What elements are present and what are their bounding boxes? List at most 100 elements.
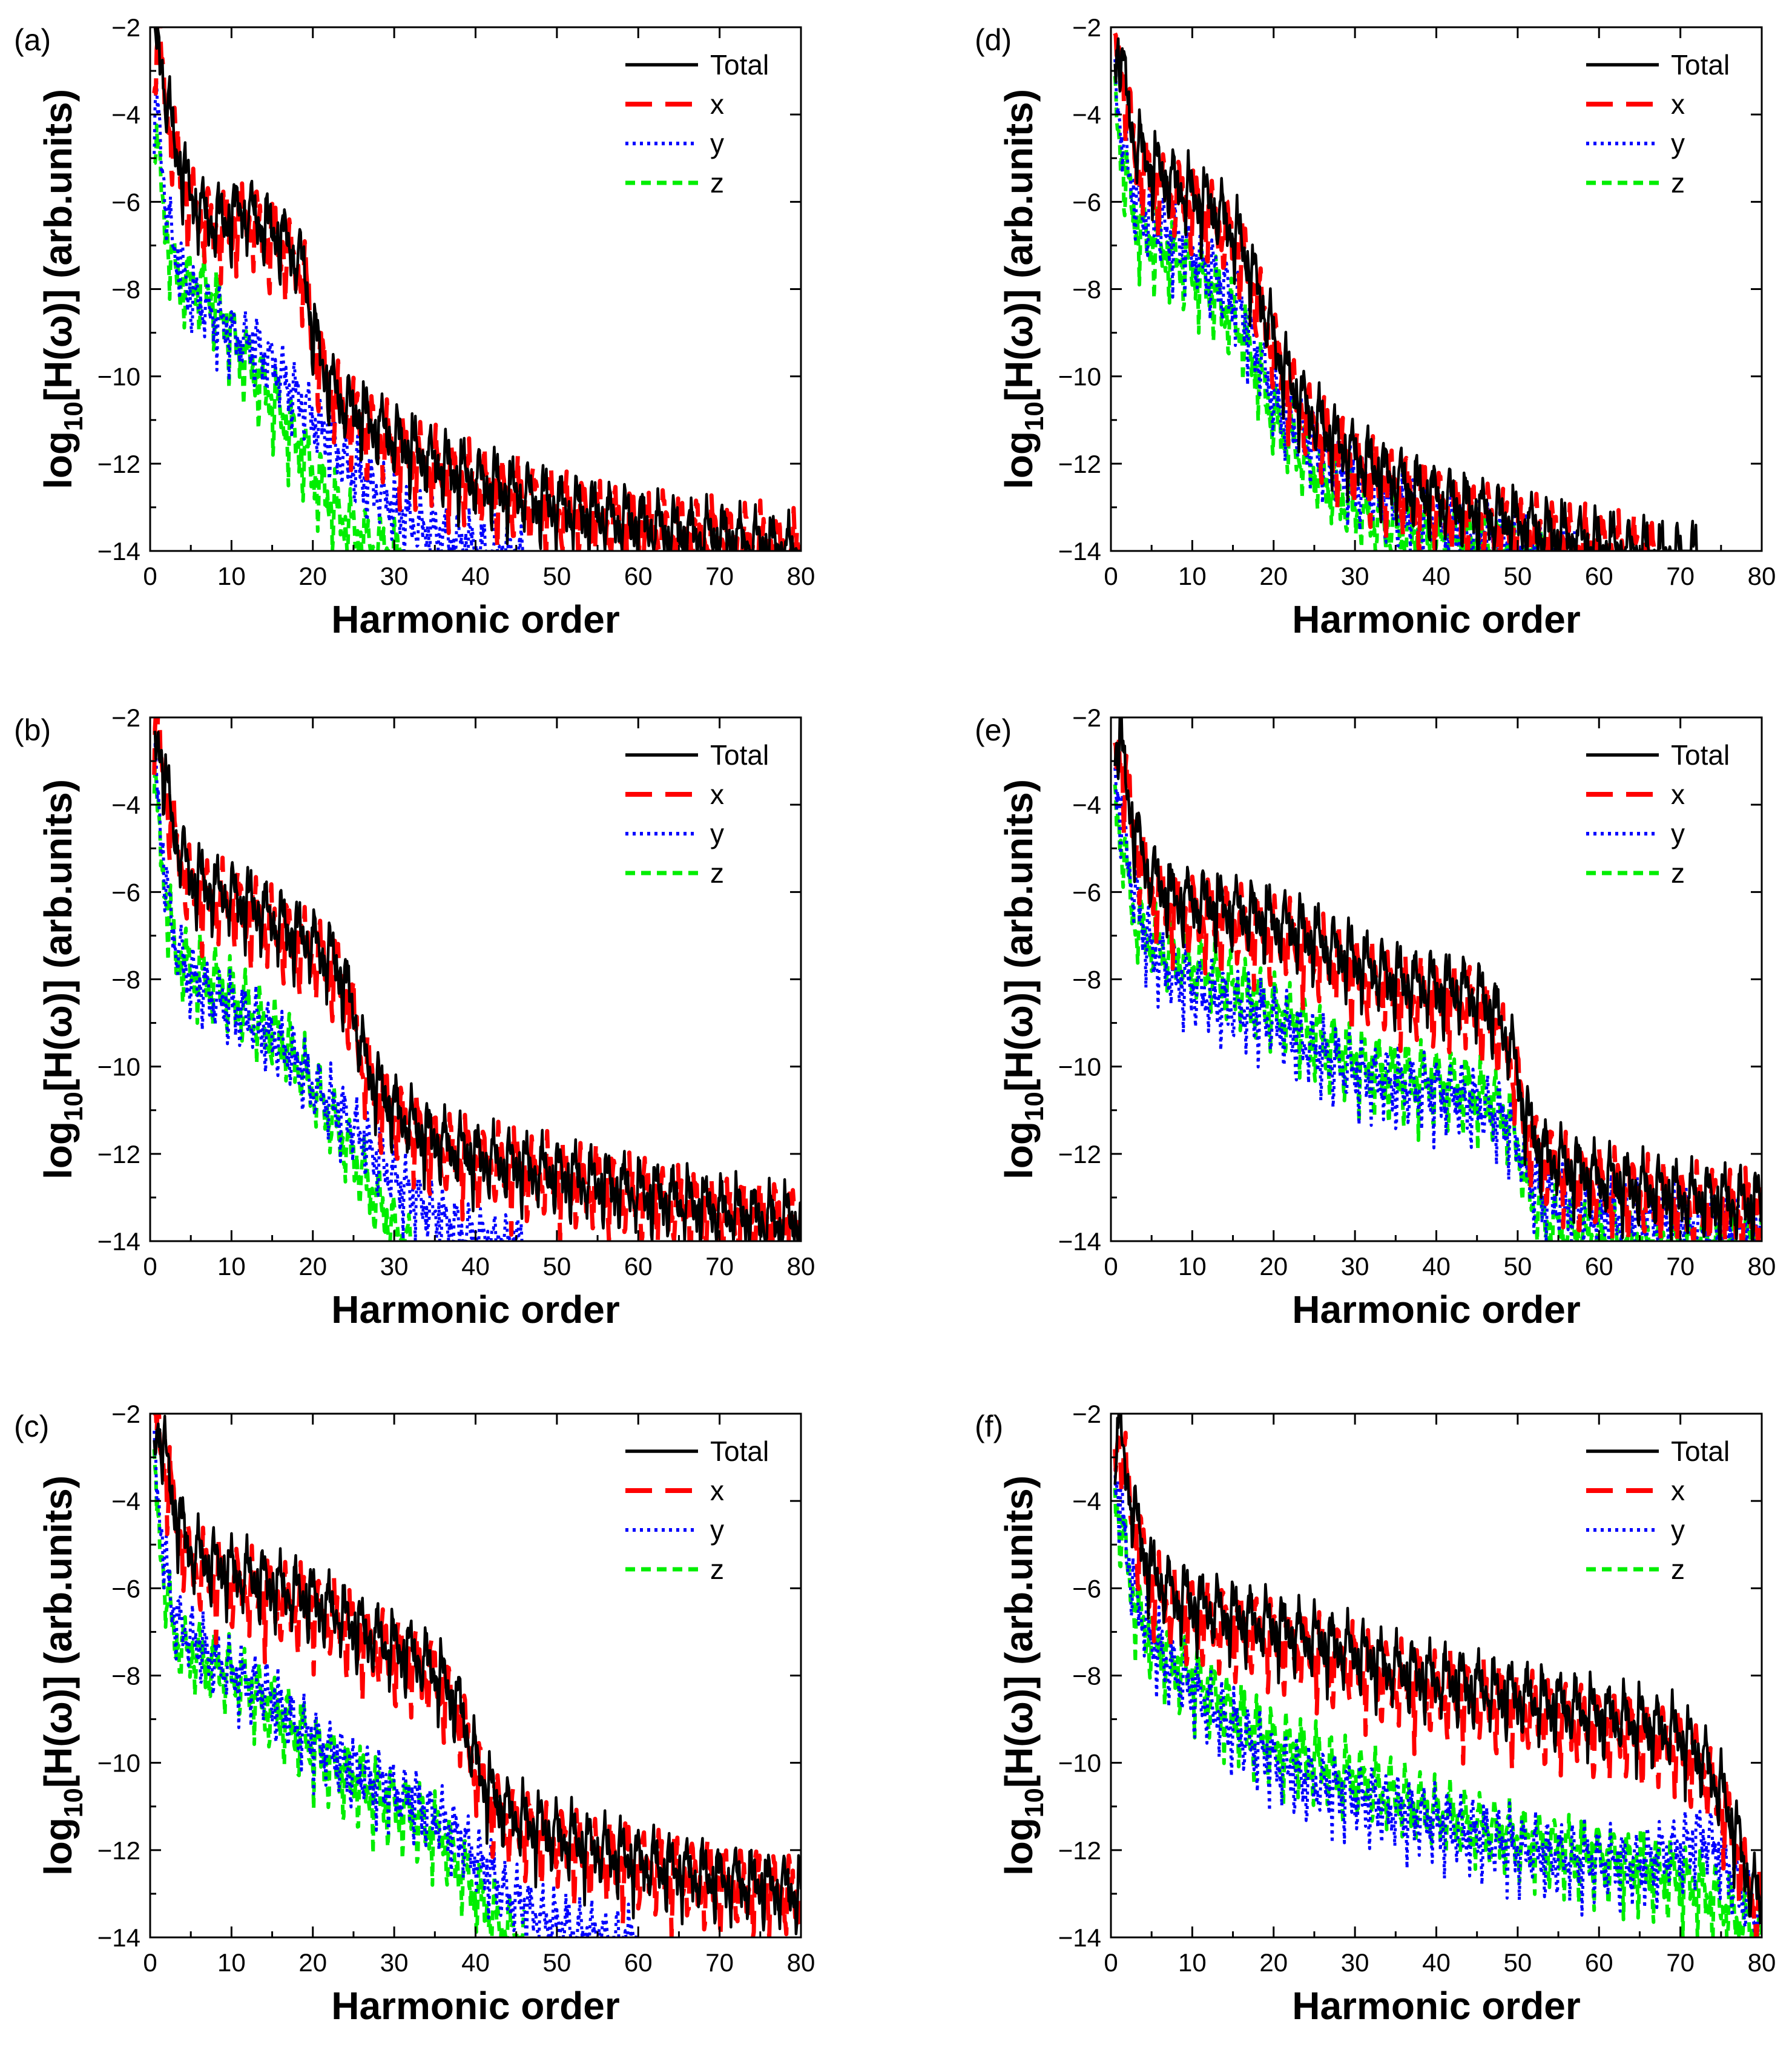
y-axis-title: log10[H(ω)] (arb.units) [997, 89, 1049, 489]
legend: Total xyz [1586, 49, 1730, 199]
y-tick-label: −10 [1058, 363, 1101, 391]
series-line-y [1113, 1468, 1762, 1937]
plot-area [1113, 1414, 1762, 1937]
y-tick-label: −8 [1072, 275, 1101, 304]
y-tick-label: −2 [1072, 704, 1101, 732]
chart-panel-b: 0 10 20 30 40 50 60 70 80 −14 −12 −10 −8 −6 −4 −2 Harmon… [14, 704, 815, 1331]
y-tick-label: −6 [1072, 878, 1101, 906]
x-tick-label: 20 [298, 1252, 327, 1280]
y-axis-title-rest: [H(ω)] (arb.units) [36, 1475, 80, 1788]
y-axis-title-rest: [H(ω)] (arb.units) [36, 89, 80, 401]
x-tick-label: 30 [1341, 1252, 1369, 1280]
y-tick-label: −2 [111, 704, 140, 732]
y-tick-label: −10 [97, 363, 140, 391]
plot-area [152, 1414, 801, 1937]
x-tick-label: 50 [1504, 1948, 1532, 1977]
series-line-y [153, 1431, 639, 1937]
legend-label-z: z [710, 857, 724, 889]
legend-label-total: Total [1671, 739, 1730, 771]
legend-label-y: y [710, 1514, 724, 1546]
legend-label-z: z [710, 1554, 724, 1585]
y-axis-title: log10[H(ω)] (arb.units) [36, 89, 88, 489]
x-tick-label: 80 [787, 562, 815, 590]
y-tick-label: −10 [97, 1053, 140, 1081]
panel-label: (d) [975, 23, 1012, 57]
series-line-z [152, 766, 412, 1241]
x-tick-label: 40 [1422, 1948, 1451, 1977]
y-axis-title-subscript: 10 [1020, 401, 1049, 431]
series-line-total [1113, 37, 1698, 551]
y-tick-label: −10 [1058, 1749, 1101, 1778]
plot-area [152, 27, 801, 551]
y-tick-label: −12 [97, 1836, 140, 1865]
x-tick-label: 0 [143, 562, 157, 590]
y-tick-label: −10 [1058, 1053, 1101, 1081]
legend-label-x: x [710, 1475, 724, 1506]
y-tick-label: −4 [1072, 101, 1101, 129]
y-tick-label: −12 [97, 1140, 140, 1168]
x-axis-title: Harmonic order [331, 598, 620, 641]
legend-label-x: x [1671, 88, 1685, 120]
x-tick-label: 40 [1422, 562, 1451, 590]
series-line-total [1113, 717, 1762, 1241]
y-tick-label: −6 [1072, 188, 1101, 216]
y-tick-label: −4 [1072, 1487, 1101, 1515]
series-line-total [153, 1414, 801, 1936]
x-axis-title: Harmonic order [1292, 1288, 1581, 1331]
x-tick-label: 20 [298, 1948, 327, 1977]
x-tick-label: 30 [380, 562, 409, 590]
plot-area [1113, 717, 1762, 1241]
chart-panel-c: 0 10 20 30 40 50 60 70 80 −14 −12 −10 −8 −6 −4 −2 Harmon… [14, 1400, 815, 2028]
x-tick-label: 10 [1178, 1948, 1207, 1977]
x-tick-label: 60 [624, 1252, 653, 1280]
legend-label-total: Total [1671, 49, 1730, 81]
y-tick-label: −4 [111, 791, 140, 819]
x-tick-label: 0 [143, 1948, 157, 1977]
legend-label-z: z [1671, 1554, 1685, 1585]
legend-label-y: y [710, 128, 724, 159]
y-axis-title-rest: [H(ω)] (arb.units) [997, 1475, 1041, 1788]
legend-label-z: z [710, 167, 724, 199]
y-tick-label: −14 [97, 1227, 140, 1256]
x-tick-label: 30 [1341, 562, 1369, 590]
x-tick-label: 30 [380, 1252, 409, 1280]
legend-label-x: x [710, 88, 724, 120]
panel-label: (a) [14, 23, 51, 57]
y-tick-label: −8 [1072, 1662, 1101, 1690]
y-tick-label: −14 [1058, 1227, 1101, 1256]
legend: Total xyz [1586, 739, 1730, 889]
x-tick-label: 70 [705, 562, 734, 590]
x-tick-label: 70 [1666, 1948, 1695, 1977]
y-tick-label: −8 [111, 966, 140, 994]
y-tick-label: −10 [97, 1749, 140, 1778]
panel-label: (b) [14, 713, 51, 747]
y-tick-label: −4 [1072, 791, 1101, 819]
x-tick-label: 10 [1178, 1252, 1207, 1280]
legend-label-y: y [710, 818, 724, 849]
y-axis-title-subscript: 10 [59, 401, 88, 431]
x-tick-label: 10 [217, 1252, 246, 1280]
y-tick-label: −6 [111, 1574, 140, 1603]
y-tick-label: −8 [111, 275, 140, 304]
x-tick-label: 60 [1585, 1948, 1613, 1977]
y-axis-title-rest: [H(ω)] (arb.units) [997, 779, 1041, 1092]
y-tick-label: −12 [1058, 450, 1101, 478]
series-line-y [1113, 767, 1762, 1241]
legend-label-z: z [1671, 167, 1685, 199]
plot-area [1113, 32, 1698, 551]
y-tick-label: −2 [1072, 1400, 1101, 1428]
x-tick-label: 10 [217, 1948, 246, 1977]
y-tick-label: −2 [1072, 13, 1101, 42]
legend: Total xyz [625, 739, 769, 889]
x-axis-title: Harmonic order [331, 1984, 620, 2028]
y-axis-title-subscript: 10 [59, 1092, 88, 1121]
legend-label-y: y [1671, 818, 1685, 849]
y-axis-title-rest: [H(ω)] (arb.units) [36, 779, 80, 1092]
y-axis-title-subscript: 10 [59, 1788, 88, 1818]
y-tick-label: −14 [97, 1923, 140, 1952]
legend-label-x: x [710, 779, 724, 810]
legend: Total xyz [1586, 1435, 1730, 1585]
y-axis-title-subscript: 10 [1020, 1092, 1049, 1121]
x-axis-title: Harmonic order [1292, 598, 1581, 641]
